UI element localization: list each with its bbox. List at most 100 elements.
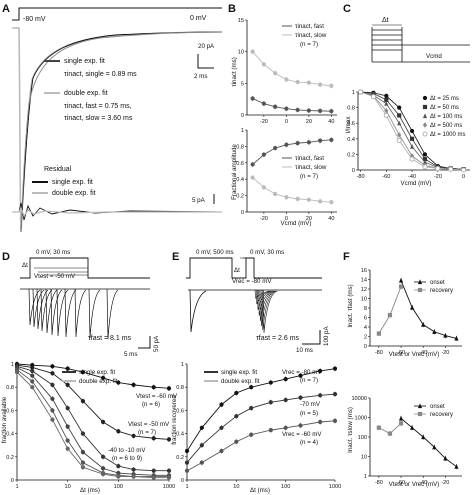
d-label-50: Vtest = -50 mV — [128, 421, 170, 428]
data-point — [261, 101, 266, 106]
data-point — [116, 429, 121, 434]
e-trace-6 — [260, 289, 276, 327]
series-line — [252, 177, 332, 203]
series-line — [186, 420, 336, 472]
e-voltage-protocol — [186, 257, 322, 279]
y-tick-label: 0 — [352, 168, 355, 174]
y-tick-label: 0.2 — [6, 455, 14, 461]
x-tick-label: 100 — [114, 484, 123, 490]
y-tick-label: 0 — [241, 210, 244, 216]
d-trace-9 — [74, 288, 87, 338]
data-point — [410, 425, 415, 430]
data-point — [454, 335, 459, 341]
y-tick-label: 2 — [364, 335, 367, 341]
data-point — [329, 137, 334, 142]
data-point — [409, 136, 415, 141]
e-scale-ms: 10 ms — [296, 347, 313, 354]
e-protocol-label-2: 0 mV, 30 ms — [250, 249, 284, 256]
c-xlabel: Vcmd (mV) — [401, 180, 432, 187]
data-point — [398, 284, 404, 289]
data-point — [283, 397, 288, 403]
panel-c-letter: C — [343, 3, 351, 15]
d-label-60-n: (n = 6) — [142, 401, 160, 408]
data-point — [398, 277, 404, 283]
data-point — [306, 140, 311, 145]
series-recovery — [376, 420, 404, 437]
y-tick-label: 0.8 — [347, 106, 355, 112]
y-tick-label: 14 — [361, 278, 367, 284]
e-trace-7 — [261, 289, 277, 331]
a-tau-single: τinact, single = 0.89 ms — [64, 71, 137, 78]
b-top-plot: 0 5 10 15 -20 0 20 40 — [238, 18, 337, 125]
f-top-xlabel: Vtest or Vrec (mV) — [389, 351, 440, 358]
series-line — [378, 286, 402, 334]
data-point — [397, 113, 402, 118]
f-legend-label: onset — [430, 404, 445, 410]
series-line — [400, 418, 457, 468]
data-point — [318, 368, 323, 374]
data-point — [283, 425, 288, 430]
b-bottom-legend-fast: τinact, fast — [295, 155, 324, 162]
x-tick-label: 1 — [185, 484, 188, 490]
series-τinact, fast — [250, 137, 334, 168]
data-point — [409, 144, 415, 149]
data-point — [65, 438, 70, 443]
e-trace-conditioning — [189, 289, 207, 333]
data-point — [295, 141, 300, 146]
data-point — [250, 162, 255, 167]
data-point — [370, 94, 376, 100]
data-point — [184, 448, 190, 454]
a-tau-slow: τinact, slow = 3.60 ms — [64, 115, 133, 122]
data-point — [250, 175, 255, 180]
d-trace-4 — [40, 288, 53, 332]
data-point — [65, 366, 70, 371]
c-legend-marker — [422, 113, 428, 119]
d-trace-5 — [45, 288, 58, 334]
series-line — [16, 364, 170, 440]
panel-e: E 0 mV, 500 ms 0 mV, 30 ms Δt Vrec = -80… — [171, 249, 341, 494]
x-tick-label: -40 — [408, 174, 416, 180]
data-point — [65, 446, 70, 451]
data-point — [329, 109, 334, 114]
data-point — [100, 419, 106, 425]
series-onset — [398, 277, 459, 341]
a-residual-double: double exp. fit — [52, 190, 96, 197]
a-residual-title: Residual — [44, 166, 72, 173]
data-point — [234, 414, 239, 419]
y-tick-label: 0.4 — [176, 432, 184, 438]
d-scale-pa: 50 pA — [153, 335, 160, 352]
x-tick-label: -20 — [434, 174, 442, 180]
data-point — [397, 132, 402, 138]
data-point — [298, 423, 303, 428]
c-legend-label: Δt = 500 ms — [430, 123, 462, 129]
data-point — [100, 375, 106, 381]
data-point — [100, 454, 106, 459]
series-τinact, fast — [250, 95, 334, 114]
data-point — [166, 386, 172, 391]
b-top-legend-slow: τinact, slow — [295, 32, 327, 39]
panel-c: C Δt Vcmd 0 0.2 0.4 0.6 0.8 1 -80 -60 -40 -20 0 I/… — [343, 3, 470, 187]
b-bottom-legend-slow: τinact, slow — [295, 164, 327, 171]
data-point — [65, 405, 70, 411]
d-trace-10 — [88, 288, 101, 339]
data-point — [318, 393, 323, 398]
data-point — [234, 390, 239, 396]
e-dt-label: Δt — [234, 267, 240, 274]
series-line — [16, 369, 169, 477]
data-point — [261, 185, 266, 190]
data-point — [432, 329, 437, 334]
data-point — [435, 165, 441, 171]
f-legend: onset recovery onset recovery — [414, 279, 453, 418]
data-point — [332, 392, 338, 397]
d-label-60: Vtest = -60 mV — [136, 393, 178, 400]
data-point — [384, 108, 389, 114]
data-point — [50, 364, 55, 369]
data-point — [318, 138, 323, 143]
y-tick-label: 0.2 — [236, 194, 244, 200]
x-tick-label: -20 — [441, 480, 449, 486]
series--10 mV — [14, 369, 172, 481]
d-scale-ms: 5 ms — [124, 351, 137, 358]
data-point — [306, 197, 311, 202]
series-line — [186, 368, 336, 452]
